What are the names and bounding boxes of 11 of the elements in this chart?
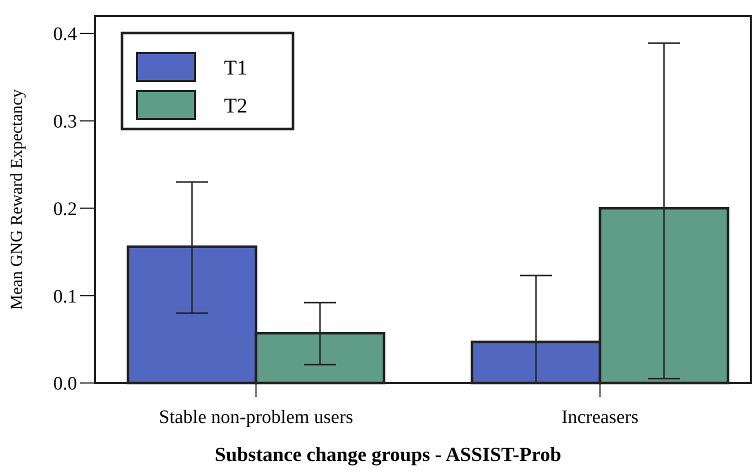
y-axis-title: Mean GNG Reward Expectancy bbox=[7, 88, 26, 310]
x-tick-label: Stable non-problem users bbox=[158, 407, 354, 428]
y-tick-label: 0.3 bbox=[53, 112, 77, 133]
y-tick-label: 0.0 bbox=[53, 374, 77, 395]
y-tick-label: 0.2 bbox=[53, 198, 77, 220]
x-tick-label: Increasers bbox=[561, 407, 639, 428]
y-tick-label: 0.1 bbox=[53, 286, 77, 308]
legend-label: T1 bbox=[224, 55, 248, 80]
legend-label: T2 bbox=[224, 93, 248, 118]
y-tick-label: 0.4 bbox=[53, 24, 78, 46]
x-axis-title: Substance change groups - ASSIST-Prob bbox=[214, 444, 562, 466]
